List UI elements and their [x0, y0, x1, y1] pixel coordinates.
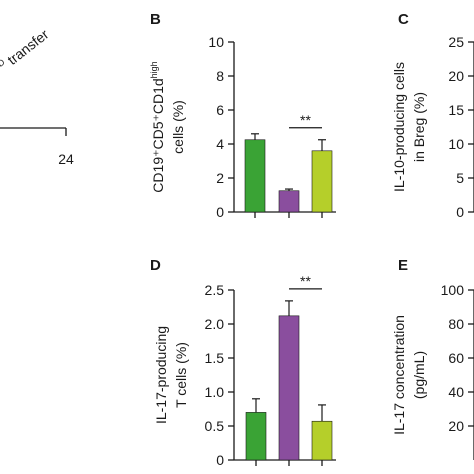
- panel-c-y-tick-label: 15: [448, 102, 464, 118]
- panel-d-y-axis-label-line1: IL-17-producing: [153, 326, 169, 424]
- panel-e-y-axis-label-line2: (pg/mL): [411, 351, 427, 399]
- panel-e-y-axis-label-line1: IL-17 concentration: [391, 315, 407, 435]
- panel-d-letter: D: [150, 257, 161, 274]
- panel-a-annotation-text: transfer: [4, 26, 52, 68]
- panel-d-y-tick-label: 2.0: [205, 316, 225, 332]
- panel-b-bar-1: [244, 139, 266, 213]
- panel-e-y-tick-label: 80: [448, 316, 464, 332]
- panel-b-bar-2: [278, 190, 300, 213]
- panel-c-y-tick-label: 0: [456, 204, 464, 220]
- panel-e: E IL-17 concentration (pg/mL) 20 40 60 80 10…: [391, 257, 474, 460]
- panel-b-y-axis-label-line2: cells (%): [170, 100, 186, 154]
- panel-b-y-tick-label: 10: [208, 34, 224, 50]
- panel-c-y-tick-label: 10: [448, 136, 464, 152]
- panel-a-x-tick-label: 24: [58, 151, 74, 167]
- panel-b-y-tick-label: 8: [216, 68, 224, 84]
- panel-d-y-axis-label-line2: T cells (%): [173, 342, 189, 408]
- panel-d-bar-1: [245, 412, 267, 461]
- panel-d-y-tick-label: 2.5: [205, 282, 225, 298]
- panel-d-significance-label: **: [300, 273, 311, 289]
- panel-b-letter: B: [150, 11, 161, 28]
- panel-b-y-tick-label: 4: [216, 136, 224, 152]
- panel-d-y-tick-label: 1.0: [205, 384, 225, 400]
- panel-e-letter: E: [398, 257, 408, 274]
- panel-a-annotation-prefix: D: [0, 57, 7, 69]
- panel-c-y-tick-label: 25: [448, 34, 464, 50]
- panel-e-y-tick-label: 100: [441, 282, 465, 298]
- panel-b-y-axis-label-line1: CD19⁺CD5⁺CD1dhigh: [149, 61, 166, 192]
- panel-c-letter: C: [398, 11, 409, 28]
- panel-c-y-tick-label: 5: [456, 170, 464, 186]
- panel-a-fragment: Dtransfer 24: [0, 25, 74, 167]
- panel-d-y-tick-label: 0: [216, 452, 224, 468]
- panel-d-bar-3: [311, 420, 333, 461]
- panel-e-y-tick-label: 60: [448, 350, 464, 366]
- panel-b-y-tick-label: 2: [216, 170, 224, 186]
- panel-c-y-axis-label-line1: IL-10-producing cells: [391, 62, 407, 192]
- panel-e-y-tick-label: 20: [448, 418, 464, 434]
- panel-b-y-axis-label-sup: high: [149, 61, 159, 78]
- panel-c-y-axis-label-line2: in Breg (%): [411, 92, 427, 162]
- panel-c: C IL-10-producing cells in Breg (%) 0 5 10…: [391, 11, 474, 220]
- panel-d: D IL-17-producing T cells (%) 0 0.5 1.0 1.5…: [150, 257, 336, 468]
- panel-d-bar-2: [278, 315, 300, 461]
- panel-d-y-tick-label: 0.5: [205, 418, 225, 434]
- panel-b-y-tick-label: 6: [216, 102, 224, 118]
- panel-b: B CD19⁺CD5⁺CD1dhigh cells (%) 0 2 4 6 8 10 **: [149, 11, 336, 220]
- panel-b-y-axis-label-main: CD19⁺CD5⁺CD1d: [150, 78, 166, 192]
- panel-b-significance-label: **: [300, 112, 311, 128]
- panel-d-y-tick-label: 1.5: [205, 350, 225, 366]
- panel-b-y-tick-label: 0: [216, 204, 224, 220]
- panel-e-y-tick-label: 40: [448, 384, 464, 400]
- panel-c-y-tick-label: 20: [448, 68, 464, 84]
- panel-b-bar-3: [311, 150, 333, 213]
- panel-a-annotation: Dtransfer: [0, 25, 52, 74]
